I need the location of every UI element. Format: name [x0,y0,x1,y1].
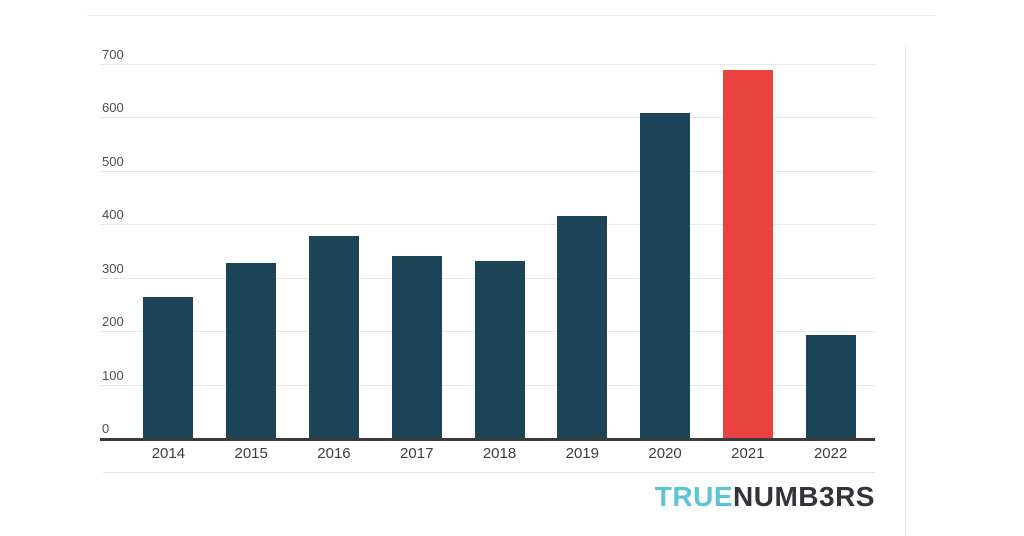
logo-prefix: TRUE [654,481,734,512]
bar-cell-2019 [541,65,624,439]
x-axis-label-2017: 2017 [400,445,434,462]
gridline-400 [100,224,875,226]
y-axis-label-500: 500 [102,153,124,169]
plot-area: 0 100 200 300 400 500 600 700 [100,48,875,441]
bar-2016[interactable] [308,236,359,439]
bar-2020[interactable] [640,113,691,439]
y-axis-label-300: 300 [102,260,124,276]
bar-cell-2020 [624,65,707,439]
bar-2017[interactable] [391,255,442,439]
gridline-500 [100,170,875,172]
gridline-600 [100,117,875,119]
bar-2015[interactable] [226,262,277,439]
y-axis-label-700: 700 [102,47,124,62]
bar-cell-2014 [127,65,210,439]
bar-cell-2022 [789,65,872,439]
y-axis-label-0: 0 [102,421,110,436]
truenumbers-logo: TRUENUMB3RS [655,481,875,512]
bar-cell-2017 [375,65,458,439]
y-axis-label-100: 100 [102,367,124,383]
card-right-border [905,45,906,536]
bar-cell-2016 [293,65,376,439]
y-axis-label-400: 400 [102,207,124,223]
x-axis-label-2021: 2021 [731,445,765,462]
y-axis-label-200: 200 [102,314,124,330]
bar-2018[interactable] [474,261,525,439]
footer-divider [103,472,875,473]
x-axis-label-2019: 2019 [565,445,599,462]
card-top-border [87,15,935,16]
bar-2014[interactable] [143,297,194,439]
gridline-700 [100,64,875,65]
bar-cell-2018 [458,65,541,439]
x-axis-label-2018: 2018 [482,445,517,462]
bar-cell-2021 [706,65,789,439]
bar-cell-2015 [210,65,293,439]
x-axis-label-2020: 2020 [648,445,682,462]
x-axis-label-2014: 2014 [151,445,186,462]
x-axis-baseline [100,438,875,441]
x-axis-labels-container: 2014 2015 2016 2017 2018 2019 2020 2021 2022 [100,445,875,462]
y-axis-label-600: 600 [102,100,124,116]
x-axis-label-2022: 2022 [813,445,848,462]
bar-2019[interactable] [557,216,608,439]
logo-suffix: NUMB3RS [733,481,875,512]
bars-container [100,65,875,439]
x-axis-label-2015: 2015 [234,445,268,462]
x-axis-label-2016: 2016 [317,445,351,462]
bar-2022[interactable] [805,334,856,439]
bar-2021[interactable] [722,70,773,439]
